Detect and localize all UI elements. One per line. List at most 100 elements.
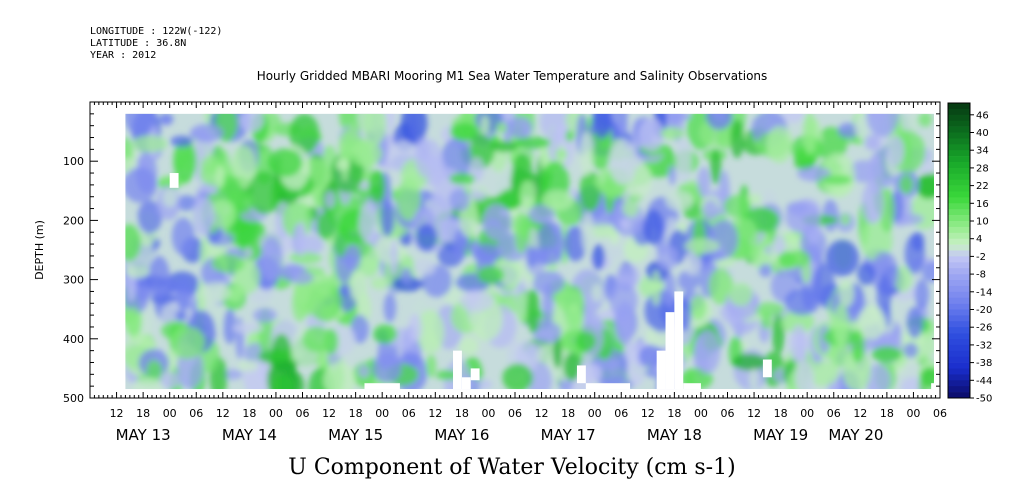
colorbar-swatch xyxy=(948,392,970,399)
colorbar-swatch xyxy=(948,309,970,316)
chart-title: Hourly Gridded MBARI Mooring M1 Sea Wate… xyxy=(257,69,768,83)
x-day-label: MAY 18 xyxy=(647,426,702,444)
year-label: YEAR : 2012 xyxy=(90,50,156,61)
heatmap-blob xyxy=(380,199,395,237)
heatmap-blob xyxy=(323,362,356,390)
heatmap-blob xyxy=(870,251,898,294)
x-tick-label: 12 xyxy=(110,407,124,420)
heatmap-blob xyxy=(389,237,398,276)
colorbar-swatch xyxy=(948,386,970,393)
heatmap-blob xyxy=(338,130,353,163)
heatmap-blob xyxy=(316,211,336,241)
heatmap-blob xyxy=(349,140,383,167)
heatmap-blob xyxy=(710,149,722,185)
heatmap-blob xyxy=(490,140,518,153)
colorbar-swatch xyxy=(948,108,970,116)
x-tick-label: 06 xyxy=(402,407,416,420)
heatmap-blob xyxy=(148,255,170,300)
heatmap-blob xyxy=(400,113,428,145)
heatmap-blob xyxy=(591,283,603,303)
heatmap-blob xyxy=(837,122,860,139)
heatmap-blob xyxy=(416,223,438,251)
heatmap-blob xyxy=(564,225,587,262)
colorbar-swatch xyxy=(948,368,970,375)
latitude-label: LATITUDE : 36.8N xyxy=(90,38,186,49)
heatmap-blob xyxy=(622,199,639,218)
heatmap-blob xyxy=(565,303,584,338)
heatmap-blob xyxy=(906,306,923,339)
missing-data-region xyxy=(656,350,666,390)
heatmap-blob xyxy=(619,218,630,229)
heatmap-blob xyxy=(638,117,664,152)
x-tick-label: 12 xyxy=(535,407,549,420)
heatmap-blob xyxy=(244,247,253,259)
heatmap-blob xyxy=(137,200,163,234)
heatmap-blob xyxy=(659,113,692,122)
x-tick-label: 18 xyxy=(561,407,575,420)
heatmap-blob xyxy=(162,187,178,208)
heatmap-blob xyxy=(616,263,640,289)
x-day-label: MAY 15 xyxy=(328,426,383,444)
heatmap-blob xyxy=(864,134,881,151)
colorbar-label: 34 xyxy=(976,146,989,157)
heatmap-blob xyxy=(413,258,436,276)
heatmap-blob xyxy=(581,211,595,254)
heatmap-blob xyxy=(448,188,470,212)
heatmap-blob xyxy=(495,122,508,134)
heatmap-blob xyxy=(903,342,919,358)
heatmap-blob xyxy=(753,302,785,317)
heatmap-blob xyxy=(368,170,386,203)
heatmap-blob xyxy=(683,251,702,276)
heatmap-blob xyxy=(914,279,930,310)
x-tick-label: 06 xyxy=(721,407,735,420)
heatmap-blob xyxy=(759,263,772,278)
x-tick-label: 00 xyxy=(163,407,177,420)
colorbar-label: -2 xyxy=(976,252,986,263)
heatmap-blob xyxy=(563,352,581,381)
colorbar-label: -44 xyxy=(976,376,992,387)
heatmap-blob xyxy=(480,115,490,134)
heatmap-blob xyxy=(886,135,905,167)
heatmap-blob xyxy=(609,282,638,319)
heatmap-blob xyxy=(211,254,245,273)
x-axis-ticks: 12 18 00 06 12 18 00 06 12 18 00 06 12 18 00 06 12 18 00 06… xyxy=(89,102,947,444)
heatmap-blob xyxy=(879,188,895,233)
heatmap-blob xyxy=(587,223,618,238)
heatmap-blob xyxy=(802,113,817,155)
heatmap-blob xyxy=(302,326,331,353)
heatmap-blob xyxy=(223,308,237,345)
heatmap-blob xyxy=(833,303,849,348)
y-axis-ticks: 100 200 300 400 500 xyxy=(63,113,940,405)
heatmap-blob xyxy=(706,113,733,130)
heatmap-blob xyxy=(766,125,794,164)
heatmap-blob xyxy=(449,172,476,185)
heatmap-blob xyxy=(131,135,168,153)
missing-data-region xyxy=(665,312,675,390)
heatmap-blob xyxy=(125,264,150,279)
missing-data-region xyxy=(683,383,701,390)
heatmap-blob xyxy=(816,126,848,161)
colorbar-swatch xyxy=(948,297,970,304)
heatmap-blob xyxy=(169,325,205,360)
missing-data-region xyxy=(762,359,772,378)
heatmap-blob xyxy=(296,221,307,257)
heatmap-blob xyxy=(125,223,141,262)
heatmap-blob xyxy=(871,346,902,363)
heatmap-blob xyxy=(532,321,562,344)
colorbar-swatch xyxy=(948,138,970,145)
heatmap-blob xyxy=(579,131,594,176)
heatmap-blob xyxy=(582,363,603,382)
colorbar-swatch xyxy=(948,333,970,340)
heatmap-blob xyxy=(171,217,195,256)
heatmap-blob xyxy=(170,135,194,147)
x-tick-label: 00 xyxy=(694,407,708,420)
x-day-label: MAY 19 xyxy=(753,426,808,444)
x-day-label: MAY 20 xyxy=(828,426,883,444)
heatmap-blob xyxy=(857,305,887,340)
heatmap-blob xyxy=(482,203,512,241)
colorbar-swatch xyxy=(948,185,970,192)
heatmap-blob xyxy=(238,360,259,372)
x-tick-label: 00 xyxy=(375,407,389,420)
colorbar-label: -26 xyxy=(976,323,992,334)
x-tick-label: 12 xyxy=(428,407,442,420)
